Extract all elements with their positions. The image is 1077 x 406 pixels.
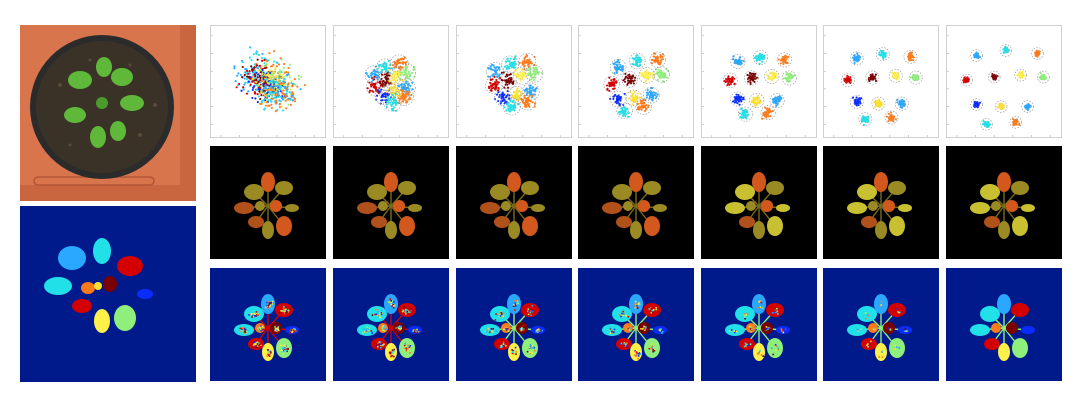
scatter-panel-4	[578, 25, 694, 138]
segmentation-panel-6	[823, 268, 939, 381]
plant-photo	[20, 25, 196, 201]
scatter-panel-2	[333, 25, 449, 138]
scatter-panel-3	[456, 25, 572, 138]
scatter-panel-5	[701, 25, 817, 138]
segmentation-panel-1	[210, 268, 326, 381]
scatter-panel-7	[946, 25, 1062, 138]
render-panel-2	[333, 146, 449, 259]
render-panel-7	[946, 146, 1062, 259]
segmentation-panel-7	[946, 268, 1062, 381]
scatter-panel-1	[210, 25, 326, 138]
segmentation-panel-4	[578, 268, 694, 381]
render-panel-3	[456, 146, 572, 259]
render-panel-5	[701, 146, 817, 259]
render-panel-6	[823, 146, 939, 259]
segmentation-panel-5	[701, 268, 817, 381]
render-panel-1	[210, 146, 326, 259]
render-panel-4	[578, 146, 694, 259]
segmentation-panel-2	[333, 268, 449, 381]
ground-truth-segmentation	[20, 206, 196, 382]
scatter-panel-6	[823, 25, 939, 138]
segmentation-panel-3	[456, 268, 572, 381]
